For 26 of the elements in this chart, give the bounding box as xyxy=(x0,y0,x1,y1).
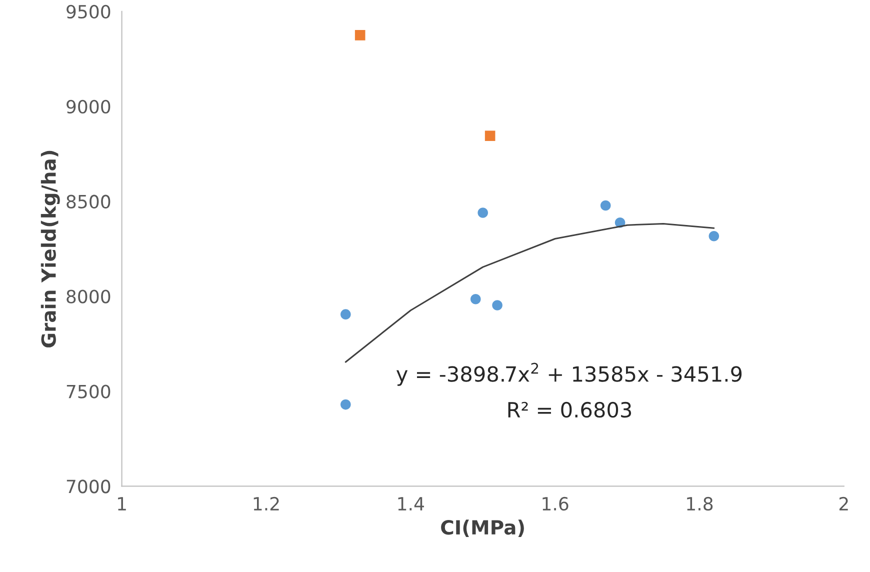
y-tick-label: 9000 xyxy=(66,100,110,114)
point xyxy=(600,200,611,211)
x-tick-label: 1.4 xyxy=(398,497,424,510)
y-tick-label: 8500 xyxy=(66,194,110,208)
point xyxy=(492,300,502,310)
y-tick-label: 7500 xyxy=(66,384,110,398)
annotation: y = -3898.7x$^{2}$ + 13585x - 3451.9 xyxy=(396,362,742,386)
point xyxy=(354,30,366,40)
point xyxy=(708,230,720,242)
point xyxy=(340,399,351,410)
y-axis-title: Grain Yield(kg/ha) xyxy=(40,150,60,348)
point xyxy=(484,130,496,141)
point xyxy=(340,309,351,320)
line-series xyxy=(344,222,715,363)
x-tick-label: 2 xyxy=(839,496,848,510)
x-axis-title: CI(MPa) xyxy=(441,520,524,537)
annotation: R² = 0.6803 xyxy=(508,402,632,418)
x-tick-label: 1 xyxy=(118,497,126,510)
y-tick-label: 9500 xyxy=(66,4,110,19)
point xyxy=(470,294,481,304)
x-tick-label: 1.8 xyxy=(687,496,713,511)
x-tick-label: 1.6 xyxy=(542,496,568,511)
y-tick-label: 7000 xyxy=(66,480,110,494)
x-tick-label: 1.2 xyxy=(254,496,279,510)
point xyxy=(478,208,488,218)
y-tick-label: 8000 xyxy=(66,290,110,304)
